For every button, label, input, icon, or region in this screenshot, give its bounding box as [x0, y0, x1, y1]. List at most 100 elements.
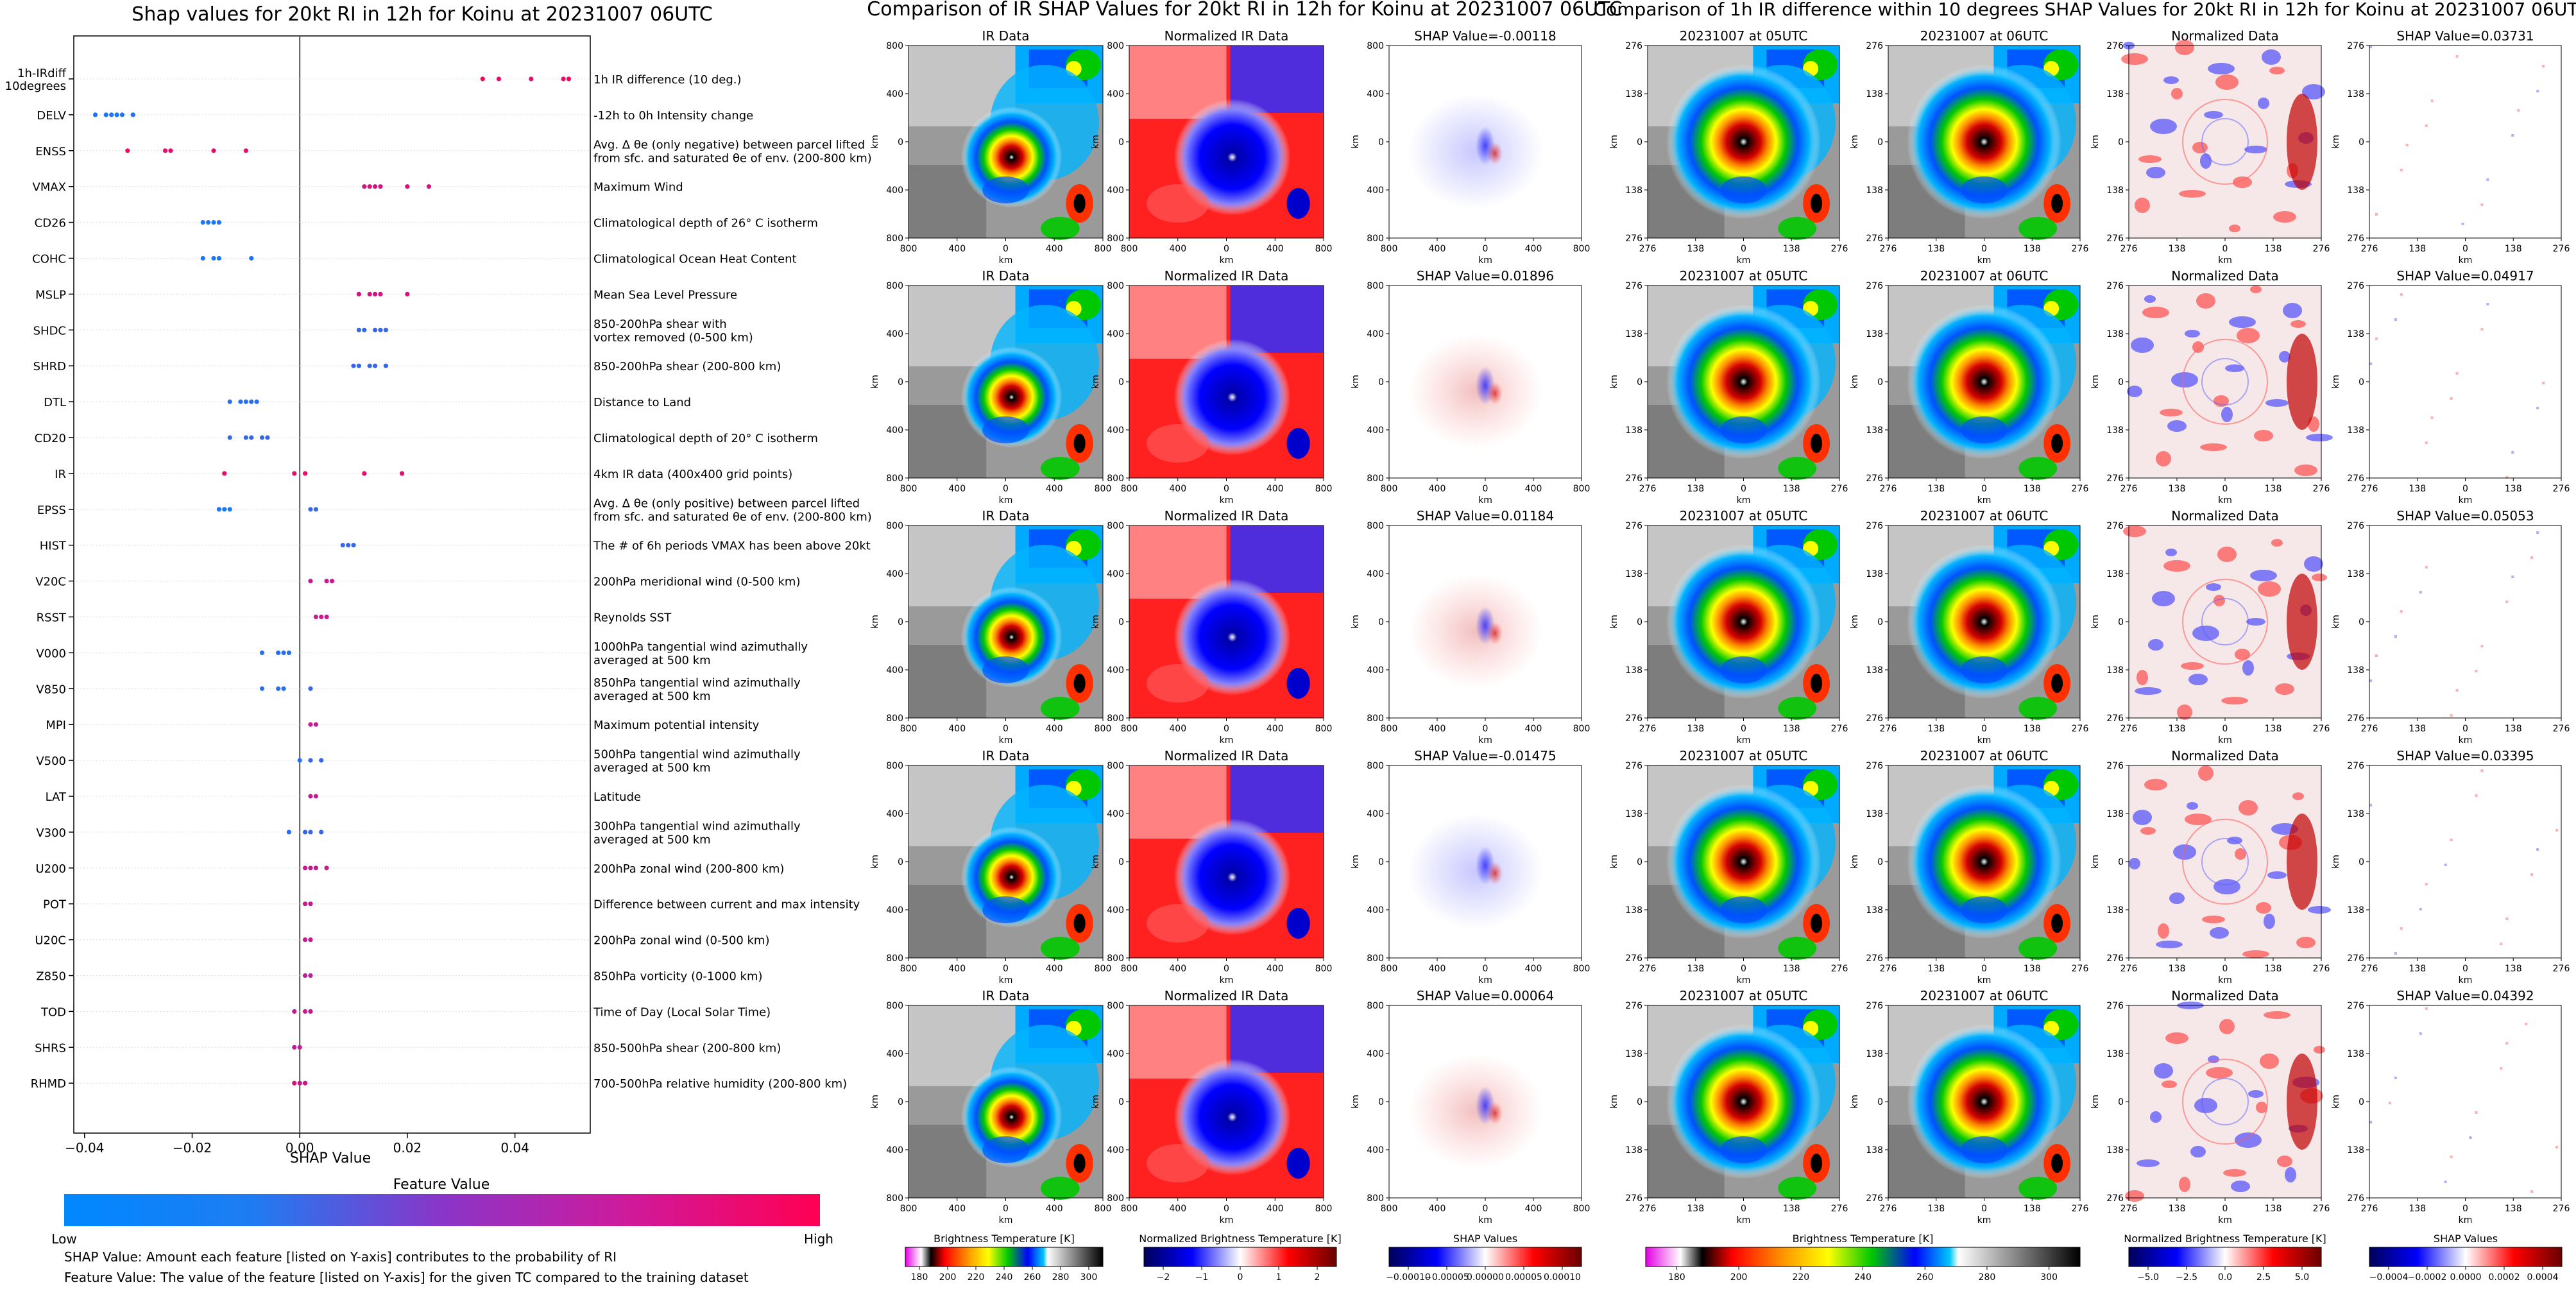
feature-description-label: The # of 6h periods VMAX has been above …: [593, 540, 871, 553]
x-tick-label: 276: [2553, 724, 2570, 734]
svg-text:Reynolds SST: Reynolds SST: [593, 611, 672, 625]
colorbar-tick-label: 300: [2040, 1272, 2058, 1283]
feature-row: ENSS Avg. Δ θe (only negative) between pa…: [35, 138, 872, 165]
y-axis-label: km: [2331, 615, 2341, 629]
x-tick-label: 400: [1429, 244, 1446, 254]
y-axis-label: km: [1091, 135, 1101, 149]
y-tick-label: 276: [2106, 521, 2124, 531]
colorbar-tick-label: 5.0: [2295, 1272, 2309, 1283]
shap-point: [119, 112, 125, 117]
y-tick-label: 800: [886, 521, 903, 531]
x-tick-label: 276: [2553, 244, 2570, 254]
colorbar-ramp: [2369, 1247, 2563, 1267]
y-axis-label: km: [2090, 855, 2101, 869]
feature-row: V000 1000hPa tangential wind azimuthallya…: [36, 640, 808, 667]
y-tick-label: 138: [2106, 329, 2124, 339]
x-axis-label: km: [1220, 255, 1234, 266]
shap-point: [302, 866, 308, 871]
ir-comparison-row: IR Data80080040040000400400800800kmkmNor…: [870, 28, 1590, 266]
shap-point: [313, 507, 318, 512]
y-tick-label: 0: [1378, 617, 1384, 627]
y-tick-label: 138: [2106, 425, 2124, 436]
ir-image: [908, 525, 1103, 720]
y-tick-label: 400: [886, 569, 903, 579]
feature-row: SHRD 850-200hPa shear (200-800 km): [33, 360, 781, 373]
y-axis-label: km: [1850, 615, 1860, 629]
y-axis-label: km: [1850, 135, 1860, 149]
feature-name-label: DELV: [37, 109, 66, 123]
feature-description-label: Distance to Land: [593, 396, 691, 409]
colorbar-tick-label: 200: [1730, 1272, 1748, 1283]
shap-point: [566, 76, 572, 81]
shap-point: [243, 399, 248, 404]
svg-text:Maximum Wind: Maximum Wind: [593, 181, 683, 194]
y-tick-label: 138: [1625, 809, 1642, 819]
x-tick-label: 138: [1687, 484, 1704, 494]
y-tick-label: 276: [1866, 41, 1883, 51]
x-tick-label: 400: [1046, 244, 1063, 254]
x-tick-label: 0: [2222, 484, 2228, 494]
x-tick-label: 138: [2024, 964, 2041, 974]
svg-text:850-500hPa shear (200-800 km): 850-500hPa shear (200-800 km): [593, 1041, 781, 1055]
y-tick-label: 138: [2347, 905, 2364, 916]
panel-title: 20231007 at 06UTC: [1920, 988, 2049, 1003]
svg-text:MPI: MPI: [46, 719, 66, 732]
ir-comparison-panel: Comparison of IR SHAP Values for 20kt RI…: [867, 0, 1622, 1283]
svg-text:850hPa vorticity (0-1000 km): 850hPa vorticity (0-1000 km): [593, 970, 763, 984]
colorbar-ramp: [2128, 1247, 2322, 1267]
feature-row: VMAX Maximum Wind: [33, 181, 683, 194]
y-tick-label: 138: [2347, 809, 2364, 819]
svg-text:-12h to 0h Intensity change: -12h to 0h Intensity change: [593, 109, 753, 123]
ir-image: [1648, 525, 1839, 720]
y-tick-label: 138: [2106, 665, 2124, 676]
shap-value-title: SHAP Value=0.03731: [2396, 28, 2534, 44]
x-tick-label: 0: [1741, 964, 1746, 974]
x-tick-label: 276: [1831, 964, 1848, 974]
x-tick-label: 0: [1003, 1204, 1009, 1214]
x-axis-label: km: [1977, 255, 1992, 266]
shap-point: [227, 507, 232, 512]
x-tick-label: 0: [2462, 244, 2468, 254]
y-tick-label: 0: [1637, 1097, 1642, 1107]
feature-row: V850 850hPa tangential wind azimuthallyav…: [36, 676, 801, 703]
x-tick-label: 0: [1003, 724, 1009, 734]
y-tick-label: 138: [2347, 665, 2364, 676]
svg-text:averaged at 500 km: averaged at 500 km: [593, 762, 711, 775]
svg-text:Avg. Δ θe (only negative) betw: Avg. Δ θe (only negative) between parcel…: [593, 138, 865, 151]
colorbar-title: Normalized Brightness Temperature [K]: [1139, 1233, 1342, 1245]
normalized-diff-image: [2123, 525, 2327, 720]
shap-value-image: [2369, 765, 2561, 958]
x-axis-label: km: [1977, 1215, 1992, 1225]
svg-text:10degrees: 10degrees: [5, 80, 66, 93]
x-tick-label: 0: [2462, 1204, 2468, 1214]
x-tick-label: 276: [1880, 484, 1897, 494]
x-tick-label: 276: [2120, 244, 2138, 254]
x-tick-label: 800: [1573, 244, 1591, 254]
x-axis-label: km: [1220, 735, 1234, 746]
y-tick-label: 0: [2118, 857, 2124, 867]
shap-point: [313, 722, 318, 727]
feature-description-label: 700-500hPa relative humidity (200-800 km…: [593, 1077, 847, 1091]
x-tick-label: 276: [1880, 724, 1897, 734]
y-tick-label: 138: [1625, 665, 1642, 676]
x-tick-label: 400: [1267, 724, 1284, 734]
y-tick-label: 138: [2106, 89, 2124, 99]
x-tick-label: 276: [2120, 484, 2138, 494]
x-tick-label: 0: [2222, 964, 2228, 974]
colorbar-ramp: [1388, 1247, 1582, 1267]
colorbar-tick-label: 220: [968, 1272, 985, 1283]
svg-text:POT: POT: [43, 898, 67, 912]
shap-point: [211, 220, 216, 225]
y-tick-label: 276: [2347, 234, 2364, 244]
x-tick-label: −0.04: [65, 1140, 104, 1156]
shap-point: [356, 291, 362, 296]
y-tick-label: 800: [1107, 953, 1124, 964]
shap-point: [346, 543, 351, 548]
x-axis-label: km: [2218, 735, 2232, 746]
svg-text:Difference between current and: Difference between current and max inten…: [593, 898, 860, 912]
y-tick-label: 0: [1637, 137, 1642, 148]
y-tick-label: 276: [1866, 761, 1883, 771]
y-tick-label: 138: [1625, 89, 1642, 99]
y-tick-label: 0: [2358, 1097, 2364, 1107]
